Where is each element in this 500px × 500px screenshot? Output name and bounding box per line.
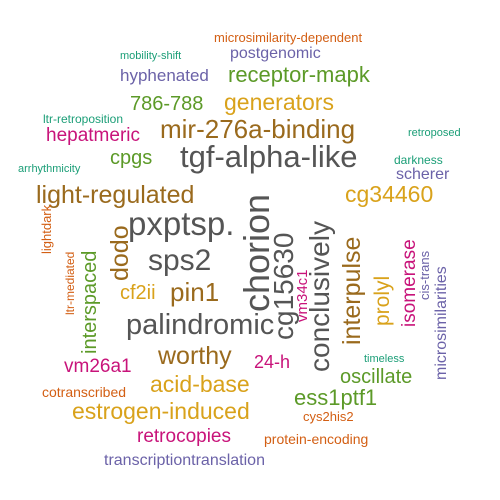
cloud-word: vm26a1 (64, 356, 132, 377)
cloud-word: cis-trans (417, 250, 432, 300)
cloud-word: cpgs (110, 147, 153, 169)
cloud-word: cotranscribed (42, 384, 127, 400)
cloud-word: timeless (364, 353, 405, 365)
cloud-word: microsimilarities (433, 266, 450, 380)
cloud-word: tgf-alpha-like (180, 139, 358, 174)
cloud-word: scherer (396, 166, 450, 183)
cloud-word: generators (224, 89, 334, 115)
cloud-word: palindromic (126, 309, 275, 341)
cloud-word: estrogen-induced (72, 398, 250, 424)
cloud-word: hyphenated (120, 66, 209, 85)
cloud-word: microsimilarity-dependent (214, 30, 363, 45)
cloud-word: cf2ii (120, 282, 156, 304)
cloud-word: ltr-retroposition (43, 112, 124, 126)
cloud-word: interpulse (338, 236, 366, 345)
cloud-word: postgenomic (230, 45, 321, 62)
cloud-word: hepatmeric (46, 125, 140, 146)
cloud-word: vm34c1 (294, 269, 311, 322)
cloud-word: dodo (106, 225, 134, 281)
cloud-word: transcriptiontranslation (104, 452, 265, 469)
cloud-word: pxptsp. (128, 205, 235, 242)
cloud-word: worthy (158, 342, 232, 370)
cloud-word: acid-base (150, 371, 250, 397)
cloud-word: light-regulated (36, 181, 195, 209)
cloud-word: 786-788 (130, 93, 204, 115)
cloud-word: darkness (394, 153, 443, 167)
cloud-word: receptor-mapk (228, 62, 370, 87)
cloud-word: cg34460 (345, 181, 434, 207)
cloud-word: ltr-mediated (63, 251, 77, 315)
cloud-word: interspaced (79, 250, 101, 354)
cloud-word: 24-h (254, 352, 291, 372)
cloud-word: cys2his2 (303, 409, 354, 424)
cloud-word: lightdark (39, 204, 54, 254)
cloud-word: sps2 (148, 244, 212, 277)
cloud-word: ess1ptf1 (294, 385, 378, 410)
cloud-word: pin1 (170, 277, 220, 307)
cloud-word: mir-276a-binding (160, 114, 356, 144)
cloud-word: protein-encoding (264, 431, 369, 447)
cloud-word: retrocopies (137, 426, 231, 447)
cloud-word: arrhythmicity (18, 163, 81, 175)
cloud-word: prolyl (371, 275, 394, 326)
cloud-word: retroposed (408, 127, 461, 139)
cloud-word: mobility-shift (120, 50, 182, 62)
cloud-word: oscillate (340, 366, 413, 388)
